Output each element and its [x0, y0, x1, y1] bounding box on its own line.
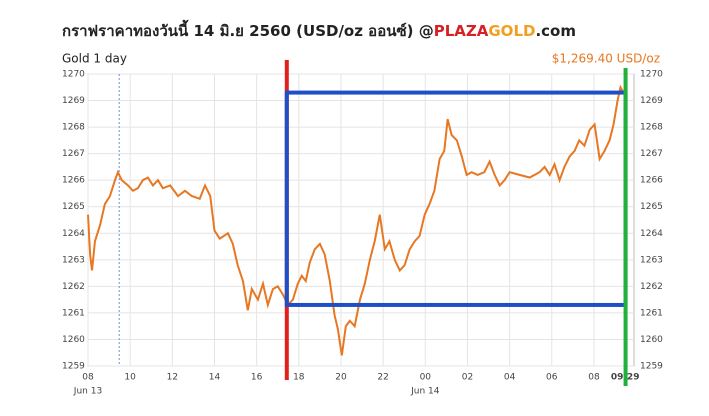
x-tick-label: 06 — [546, 373, 558, 383]
y-tick-label: 1260 — [62, 335, 85, 345]
x-tick-label: 14 — [209, 373, 221, 383]
subtitle: Gold 1 day — [62, 52, 127, 66]
chart-title: กราฟราคาทองวันนี้ 14 มิ.ย 2560 (USD/oz อ… — [62, 19, 576, 40]
y-tick-label: 1268 — [62, 123, 85, 133]
y-tick-label: 1269 — [62, 96, 85, 106]
y2-tick-label: 1261 — [640, 308, 663, 318]
title-text: กราฟราคาทองวันนี้ 14 มิ.ย 2560 (USD/oz อ… — [62, 19, 434, 40]
y2-tick-label: 1262 — [640, 282, 663, 292]
y2-tick-label: 1259 — [640, 362, 663, 372]
price-label: $1,269.40 USD/oz — [552, 52, 660, 66]
y-tick-label: 1266 — [62, 176, 85, 186]
y2-tick-label: 1267 — [640, 149, 663, 159]
brand-orange: GOLD — [488, 22, 535, 40]
brand-red: PLAZA — [434, 22, 489, 40]
date-label: Jun 13 — [73, 387, 102, 397]
plot-area — [87, 73, 635, 367]
y2-tick-label: 1268 — [640, 123, 663, 133]
y2-tick-label: 1269 — [640, 96, 663, 106]
x-tick-label: 08 — [588, 373, 600, 383]
y2-tick-label: 1260 — [640, 335, 663, 345]
x-tick-label: 18 — [293, 373, 305, 383]
y2-tick-label: 1264 — [640, 229, 663, 239]
x-tick-label: 16 — [251, 373, 263, 383]
y-tick-label: 1262 — [62, 282, 85, 292]
y-tick-label: 1263 — [62, 255, 85, 265]
brand-suffix: .com — [535, 22, 576, 40]
y2-tick-label: 1266 — [640, 176, 663, 186]
y2-tick-label: 1265 — [640, 202, 663, 212]
y-tick-label: 1264 — [62, 229, 85, 239]
date-label: Jun 14 — [410, 387, 440, 397]
x-tick-label: 12 — [167, 373, 178, 383]
x-tick-label: 02 — [462, 373, 473, 383]
x-tick-label: 08 — [82, 373, 94, 383]
y-tick-label: 1267 — [62, 149, 85, 159]
x-tick-label: 20 — [335, 373, 347, 383]
x-tick-label: 00 — [420, 373, 432, 383]
y2-tick-label: 1263 — [640, 255, 663, 265]
y-tick-label: 1270 — [62, 70, 85, 80]
y2-tick-label: 1270 — [640, 70, 663, 80]
x-tick-label: 10 — [124, 373, 136, 383]
x-tick-label: 22 — [377, 373, 388, 383]
price-line — [87, 84, 625, 356]
y-tick-label: 1261 — [62, 308, 85, 318]
y-tick-label: 1259 — [62, 362, 85, 372]
x-tick-label: 04 — [504, 373, 516, 383]
y-tick-label: 1265 — [62, 202, 85, 212]
